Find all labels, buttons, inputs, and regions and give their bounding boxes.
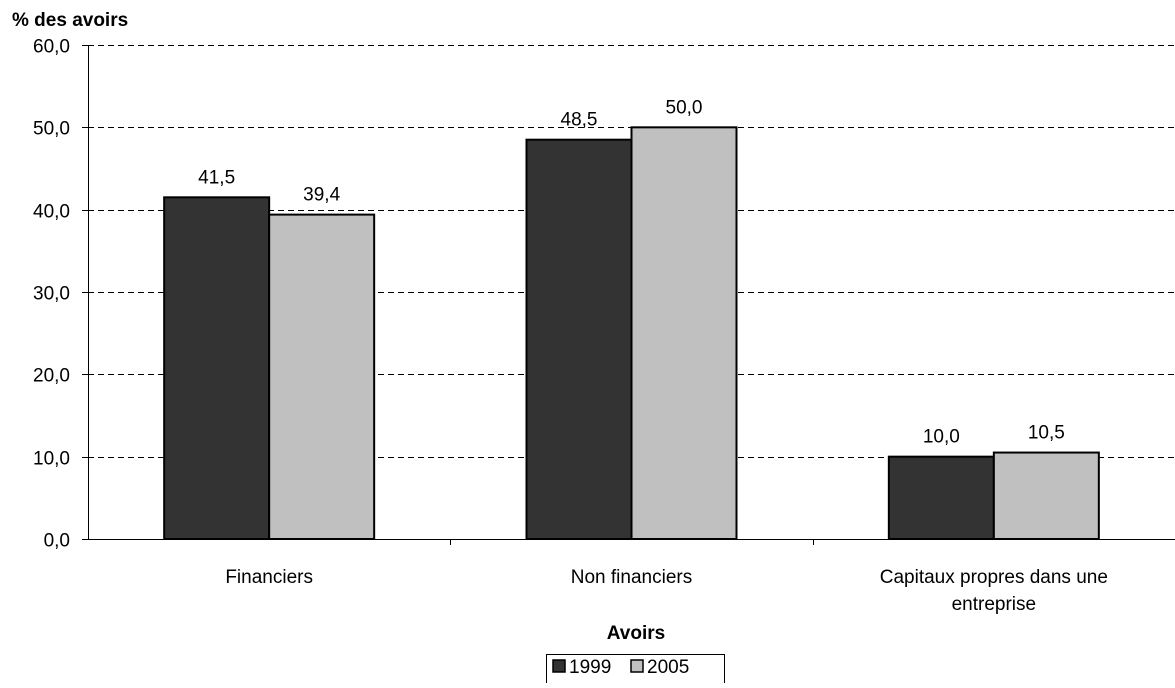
y-axis-title: % des avoirs	[12, 10, 128, 31]
y-tick-label: 20,0	[33, 366, 70, 387]
y-tick-label: 30,0	[33, 284, 70, 305]
bar-1999	[163, 196, 271, 540]
bar-2005	[992, 451, 1100, 540]
legend: 1999 2005	[546, 654, 725, 688]
legend-swatch-2005	[630, 659, 644, 673]
label-layer: 41,5 39,4 48,5 50,0 10,0 10,5	[198, 97, 1065, 447]
x-axis-title: Avoirs	[607, 623, 665, 644]
y-tick-label: 10,0	[33, 449, 70, 470]
data-label: 50,0	[666, 97, 703, 118]
legend-label-1999: 1999	[569, 657, 611, 678]
data-label: 48,5	[561, 110, 598, 131]
data-label: 41,5	[198, 167, 235, 188]
x-tick-label: entreprise	[952, 594, 1037, 615]
data-label: 39,4	[303, 185, 340, 206]
y-tick-label: 0,0	[44, 531, 70, 552]
axis-layer: 0,0 10,0 20,0 30,0 40,0 50,0 60,0 Financiers Non…	[33, 37, 1175, 615]
y-tick-label: 50,0	[33, 119, 70, 140]
bar-layer	[163, 126, 1100, 541]
legend-swatch-1999	[552, 659, 566, 673]
y-tick-label: 60,0	[33, 37, 70, 58]
x-tick-label: Capitaux propres dans une	[880, 567, 1108, 588]
bar-1999	[525, 138, 633, 541]
x-tick-label: Non financiers	[571, 567, 692, 588]
data-label: 10,5	[1028, 423, 1065, 444]
legend-label-2005: 2005	[647, 657, 689, 678]
data-label: 10,0	[923, 427, 960, 448]
bar-1999	[887, 455, 995, 540]
bar-2005	[268, 213, 376, 541]
bar-2005	[630, 126, 738, 540]
y-tick-label: 40,0	[33, 202, 70, 223]
x-tick-label: Financiers	[225, 567, 313, 588]
